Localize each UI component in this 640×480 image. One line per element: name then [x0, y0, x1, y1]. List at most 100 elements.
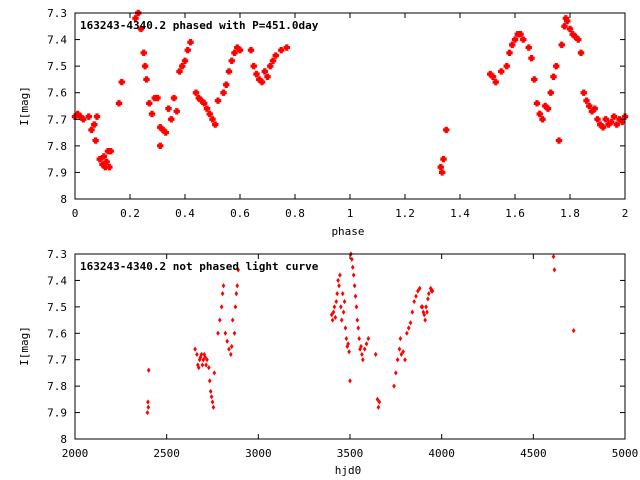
phased-data-point	[92, 137, 99, 144]
unphased-data-point	[236, 267, 240, 273]
unphased-data-point	[203, 354, 207, 360]
unphased-data-point	[331, 309, 336, 315]
phased-data-point	[118, 78, 125, 86]
unphased-data-point	[229, 343, 234, 350]
unphased-y-tick-label: 7.3	[47, 248, 67, 261]
unphased-y-tick-label: 7.4	[47, 274, 67, 287]
unphased-data-point	[425, 309, 429, 315]
unphased-data-point	[205, 357, 209, 363]
unphased-data-point	[210, 399, 215, 405]
unphased-x-tick-label: 4500	[520, 447, 547, 460]
phased-data-point	[511, 36, 519, 43]
phased-y-tick-label: 7.6	[47, 87, 67, 100]
unphased-data-point	[392, 383, 396, 389]
unphased-data-point	[336, 277, 340, 284]
unphased-data-point	[395, 357, 400, 363]
unphased-data-point	[207, 365, 211, 371]
phased-data-point	[520, 36, 527, 43]
phased-x-axis-title: phase	[331, 225, 364, 238]
unphased-data-point	[218, 317, 222, 323]
phased-data-points	[71, 9, 629, 176]
unphased-data-point	[339, 317, 344, 323]
phased-data-point	[165, 105, 172, 112]
phased-data-point	[184, 47, 191, 54]
unphased-y-axis-title: I[mag]	[18, 326, 31, 366]
phased-data-point	[561, 23, 568, 30]
phased-data-point	[553, 62, 560, 70]
unphased-x-tick-label: 2500	[153, 447, 180, 460]
phased-data-point	[547, 89, 554, 96]
unphased-data-point	[202, 351, 207, 358]
unphased-data-point	[146, 367, 151, 373]
phased-data-point	[223, 81, 230, 88]
unphased-data-point	[361, 357, 365, 363]
unphased-x-tick-label: 5000	[612, 447, 639, 460]
phased-data-point	[181, 57, 189, 65]
phased-data-point	[157, 142, 164, 150]
phased-data-point	[187, 39, 194, 46]
unphased-y-tick-label: 7.6	[47, 327, 67, 340]
phased-data-point	[140, 49, 147, 57]
phased-y-tick-label: 7.8	[47, 140, 67, 153]
phased-plot-title: 163243-4340.2 phased with P=451.0day	[80, 19, 319, 32]
phased-y-tick-label: 7.7	[47, 113, 67, 126]
unphased-data-point	[352, 283, 357, 289]
phased-data-point	[283, 44, 290, 51]
phased-data-point	[506, 49, 513, 57]
phased-data-point	[93, 113, 101, 120]
unphased-data-point	[426, 296, 430, 302]
unphased-x-axis: 2000 2500 3000 3500 4000 4500 5000	[62, 254, 639, 460]
unphased-data-point	[332, 304, 337, 310]
phased-data-point	[146, 100, 153, 107]
phased-data-point	[586, 102, 593, 110]
unphased-data-point	[230, 317, 235, 323]
unphased-data-point	[430, 288, 435, 294]
phased-y-axis-title: I[mag]	[18, 86, 31, 126]
phased-data-point	[498, 68, 505, 75]
unphased-data-point	[334, 298, 339, 305]
phased-data-point	[558, 41, 565, 49]
unphased-data-point	[551, 254, 556, 260]
phased-x-tick-label: 0.8	[285, 207, 305, 220]
unphased-data-point	[421, 309, 426, 315]
unphased-data-point	[398, 335, 403, 342]
unphased-y-tick-label: 7.7	[47, 354, 67, 367]
phased-data-point	[253, 70, 260, 78]
phased-data-point	[269, 57, 277, 65]
phased-data-point	[599, 124, 607, 131]
unphased-x-axis-title: hjd0	[335, 464, 362, 477]
unphased-plot-frame	[74, 253, 626, 440]
phased-data-point	[154, 94, 161, 102]
phased-data-point	[613, 121, 620, 128]
unphased-data-point	[343, 325, 348, 331]
unphased-data-point	[232, 330, 237, 336]
unphased-plot-title: 163243-4340.2 not phased light curve	[80, 260, 319, 273]
phased-data-point	[192, 89, 200, 96]
unphased-data-point	[373, 351, 378, 358]
unphased-data-point	[377, 399, 382, 405]
phased-x-tick-label: 1.8	[560, 207, 580, 220]
phased-data-point	[602, 116, 609, 123]
phased-data-point	[80, 116, 87, 123]
phased-data-point	[619, 118, 626, 126]
unphased-data-point	[552, 267, 557, 273]
unphased-x-tick-label: 4000	[428, 447, 455, 460]
phased-x-tick-label: 0.4	[175, 207, 195, 220]
unphased-data-point	[360, 351, 364, 358]
phased-data-point	[103, 158, 110, 165]
unphased-data-point	[340, 291, 345, 297]
unphased-data-point	[364, 341, 369, 347]
unphased-data-point	[221, 283, 226, 289]
unphased-data-point	[423, 317, 427, 323]
unphased-data-point	[223, 330, 228, 336]
unphased-data-point	[233, 304, 238, 310]
phased-data-point	[509, 41, 516, 49]
unphased-data-point	[208, 388, 213, 395]
phased-data-point	[610, 113, 618, 120]
phased-data-point	[517, 31, 524, 38]
unphased-data-point	[406, 325, 411, 331]
phased-y-tick-label: 7.4	[47, 34, 67, 47]
phased-data-point	[220, 89, 227, 96]
unphased-data-point	[225, 338, 229, 344]
